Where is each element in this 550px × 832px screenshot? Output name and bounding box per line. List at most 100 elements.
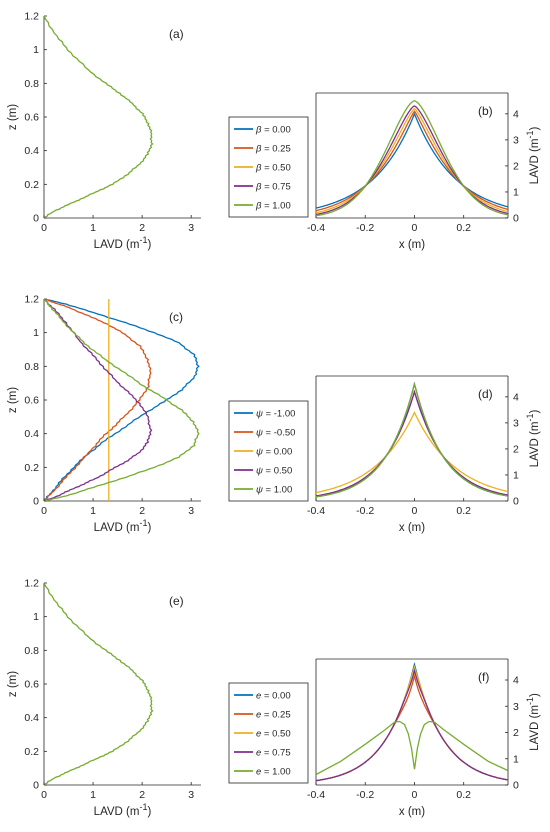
- y-axis-label: LAVD (m-1): [525, 127, 541, 185]
- x-tick-label: -0.4: [307, 505, 325, 517]
- series-line-1: [316, 112, 508, 209]
- x-axis-label: x (m): [399, 239, 425, 251]
- panel-b: -0.4 -0.2 0 0.2 0 1 2 3 4 x (m) LAVD (m-1) (b) β = 0…: [228, 92, 541, 251]
- panel-label: (a): [169, 27, 184, 41]
- x-tick-label: 0: [41, 789, 47, 801]
- y-tick-label: 0.6: [24, 112, 39, 124]
- x-axis-label: LAVD (m-1): [94, 235, 152, 251]
- y-tick-label: 0.4: [24, 428, 39, 440]
- y-tick-label: 0.6: [24, 679, 39, 691]
- y-tick-label: 1.2: [24, 11, 39, 23]
- series-line-4: [316, 668, 508, 782]
- x-tick-label: -0.4: [307, 222, 325, 234]
- x-tick-label: 2: [139, 789, 145, 801]
- y-tick-label: 3: [513, 134, 519, 146]
- y-tick-label: 0: [33, 496, 39, 508]
- panel-e: 0 1 2 3 0 0.2 0.4 0.6 0.8 1 1.2 LAVD (m-1) z (m) (e): [7, 578, 201, 818]
- y-tick-label: 4: [513, 391, 519, 403]
- x-tick-label: 0.2: [456, 505, 471, 517]
- y-tick-label: 0.4: [24, 712, 39, 724]
- series-line-5: [316, 100, 508, 217]
- series-line-1: [44, 583, 154, 785]
- x-tick-label: 1: [90, 222, 96, 234]
- y-tick-label: 0.2: [24, 462, 39, 474]
- plot-area: [316, 661, 508, 782]
- legend-entry: e = 0.50: [256, 729, 291, 740]
- panel-label: (c): [169, 310, 183, 324]
- y-axis-label: LAVD (m-1): [525, 693, 541, 751]
- y-tick-label: 0.2: [24, 746, 39, 758]
- y-tick-label: 0.2: [24, 179, 39, 191]
- y-tick-label: 3: [513, 417, 519, 429]
- panel-label: (f): [478, 670, 489, 684]
- series-line-3: [316, 389, 508, 497]
- panel-label: (b): [478, 104, 493, 118]
- legend-entry: ψ = 0.50: [256, 466, 292, 477]
- x-tick-label: -0.2: [356, 789, 374, 801]
- legend-entry: ψ = -0.50: [256, 428, 295, 439]
- x-tick-label: 1: [90, 505, 96, 517]
- x-tick-label: 2: [139, 505, 145, 517]
- x-tick-label: 0: [41, 505, 47, 517]
- legend: β = 0.00 β = 0.25 β = 0.50 β = 0.75 β = 1.00: [228, 116, 309, 218]
- series-line-5: [316, 720, 508, 776]
- x-tick-label: 2: [139, 222, 145, 234]
- y-axis-label: z (m): [7, 387, 19, 413]
- plot-area: [44, 299, 200, 501]
- panel-label: (d): [478, 387, 493, 401]
- y-tick-label: 2: [513, 727, 519, 739]
- y-tick-label: 0.6: [24, 395, 39, 407]
- x-tick-label: 0: [41, 222, 47, 234]
- y-tick-label: 3: [513, 701, 519, 713]
- y-tick-label: 0.8: [24, 361, 39, 373]
- series-line-2: [316, 673, 508, 782]
- plot-area: [316, 100, 508, 217]
- x-tick-label: 1: [90, 789, 96, 801]
- series-line-4: [316, 105, 508, 216]
- y-tick-label: 0: [513, 213, 519, 225]
- series-line-4: [44, 299, 153, 501]
- x-tick-label: 0: [412, 505, 418, 517]
- legend-entry: β = 1.00: [255, 201, 291, 212]
- x-tick-label: -0.4: [307, 789, 325, 801]
- x-tick-label: -0.2: [356, 505, 374, 517]
- y-tick-label: 0: [33, 213, 39, 225]
- y-axis-label: LAVD (m-1): [525, 410, 541, 468]
- legend-entry: e = 0.00: [256, 691, 291, 702]
- legend: ψ = -1.00 ψ = -0.50 ψ = 0.00 ψ = 0.50 ψ = 1.…: [228, 400, 309, 502]
- y-tick-label: 0: [33, 780, 39, 792]
- y-tick-label: 1: [33, 611, 39, 623]
- legend-entry: e = 0.75: [256, 748, 291, 759]
- y-tick-label: 4: [513, 675, 519, 687]
- y-tick-label: 1.2: [24, 294, 39, 306]
- legend-entry: ψ = -1.00: [256, 409, 295, 420]
- series-line-1: [44, 299, 200, 501]
- y-tick-label: 1: [33, 44, 39, 56]
- series-line-2: [316, 110, 508, 212]
- y-tick-label: 1.2: [24, 578, 39, 590]
- x-tick-label: 0.2: [456, 222, 471, 234]
- panel-a: 0 1 2 3 0 0.2 0.4 0.6 0.8 1 1.2 LAVD (m-1) z (m) (a): [7, 11, 201, 251]
- panel-d: -0.4 -0.2 0 0.2 0 1 2 3 4 x (m) LAVD (m-1) (d) ψ = -…: [228, 375, 541, 534]
- legend-entry: β = 0.75: [255, 182, 291, 193]
- x-tick-label: 3: [188, 789, 194, 801]
- x-axis-label: LAVD (m-1): [94, 802, 152, 818]
- x-axis-label: x (m): [399, 522, 425, 534]
- series-line-2: [316, 389, 508, 497]
- x-axis-label: LAVD (m-1): [94, 518, 152, 534]
- y-tick-label: 2: [513, 160, 519, 172]
- y-axis-label: z (m): [7, 671, 19, 697]
- y-axis-label: z (m): [7, 104, 19, 130]
- x-tick-label: 0.2: [456, 789, 471, 801]
- plot-area: [316, 381, 508, 498]
- y-tick-label: 0.4: [24, 145, 39, 157]
- y-tick-label: 2: [513, 443, 519, 455]
- panel-f: -0.4 -0.2 0 0.2 0 1 2 3 4 x (m) LAVD (m-1) (f) e = 0…: [228, 658, 541, 818]
- series-line-1: [316, 411, 508, 494]
- x-tick-label: 0: [412, 222, 418, 234]
- legend-entry: e = 0.25: [256, 710, 291, 721]
- y-tick-label: 1: [513, 186, 519, 198]
- plot-area: [44, 583, 154, 785]
- y-tick-label: 0.8: [24, 78, 39, 90]
